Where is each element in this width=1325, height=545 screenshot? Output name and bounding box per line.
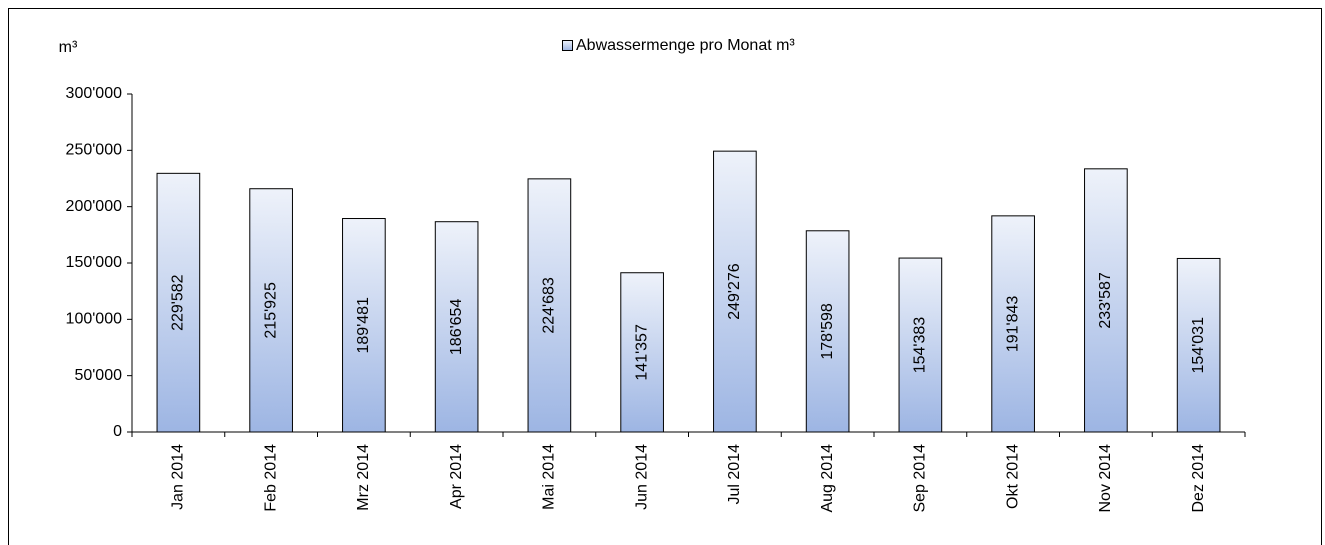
data-label: 154'031 (1190, 317, 1207, 374)
bar (991, 215, 1035, 433)
legend-swatch (562, 40, 573, 51)
bar (342, 218, 386, 433)
data-label: 224'683 (541, 277, 558, 334)
y-tick-label: 0 (113, 423, 122, 440)
y-tick-label: 200'000 (66, 198, 123, 215)
data-label: 249'276 (726, 263, 743, 320)
x-tick-label: Nov 2014 (1097, 444, 1114, 513)
x-tick-label: Jun 2014 (633, 444, 650, 510)
x-tick-label: Sep 2014 (912, 444, 929, 513)
legend-label: Abwassermenge pro Monat m³ (576, 37, 795, 54)
data-label: 186'654 (448, 299, 465, 356)
y-tick-label: 50'000 (74, 367, 122, 384)
x-tick-label: Jul 2014 (726, 444, 743, 505)
x-tick-label: Jan 2014 (170, 444, 187, 510)
data-label: 154'383 (912, 317, 929, 374)
data-label: 178'598 (819, 303, 836, 360)
x-tick-label: Mrz 2014 (355, 444, 372, 511)
bar (713, 150, 757, 433)
x-tick-label: Apr 2014 (448, 444, 465, 509)
chart-frame (8, 8, 1322, 545)
x-tick-label: Aug 2014 (819, 444, 836, 513)
bar (249, 188, 293, 433)
bar (1084, 168, 1128, 433)
data-label: 229'582 (170, 274, 187, 331)
y-tick-label: 300'000 (66, 85, 123, 102)
x-tick-label: Okt 2014 (1004, 444, 1021, 509)
x-tick-label: Dez 2014 (1190, 444, 1207, 513)
bar (156, 172, 201, 433)
bar (527, 178, 572, 433)
data-label: 233'587 (1097, 272, 1114, 329)
y-tick-label: 250'000 (66, 142, 123, 159)
y-tick-label: 150'000 (66, 254, 123, 271)
y-axis-label: m³ (59, 39, 78, 56)
data-label: 215'925 (262, 282, 279, 339)
y-tick-label: 100'000 (66, 311, 123, 328)
x-tick-label: Mai 2014 (541, 444, 558, 510)
data-label: 189'481 (355, 297, 372, 354)
data-label: 191'843 (1004, 296, 1021, 353)
bar (620, 272, 664, 433)
bar (434, 221, 479, 433)
data-label: 141'357 (633, 324, 650, 381)
x-tick-label: Feb 2014 (262, 444, 279, 512)
bar (805, 230, 850, 433)
bar (1176, 257, 1221, 433)
